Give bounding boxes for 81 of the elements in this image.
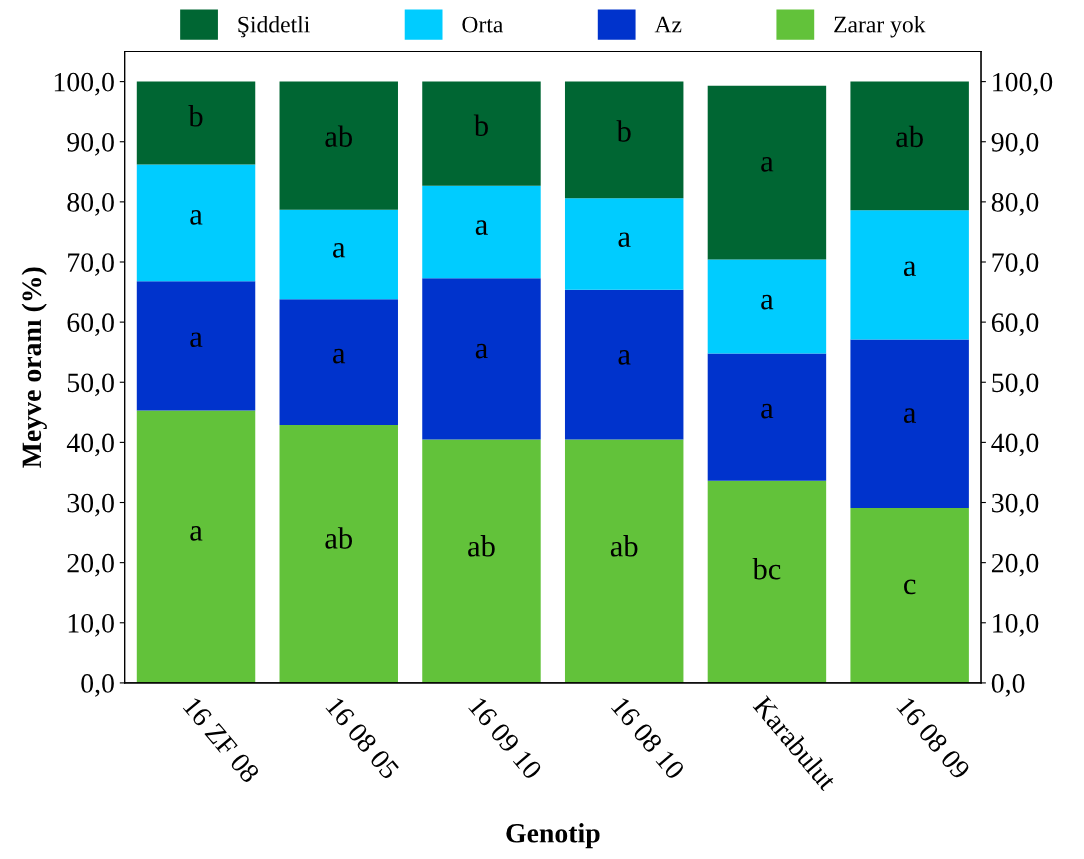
annotation: a: [333, 243, 346, 258]
legend-label: Zarar yok: [834, 15, 926, 38]
y2-tick-label: 100,0: [993, 72, 1053, 96]
bar: [279, 299, 398, 425]
y2-tick-label: 10,0: [993, 613, 1039, 637]
y2-tick-label: 20,0: [991, 553, 1039, 577]
y-axis-title: Meyve oranı (%): [21, 267, 47, 468]
y-tick-label: 80,0: [67, 193, 114, 216]
x-tick-label: 16 08 05: [325, 696, 400, 781]
y-tick-label: 60,0: [67, 313, 114, 337]
y2-tick-label: 0,0: [991, 674, 1025, 697]
annotation: a: [761, 157, 774, 172]
bar: [564, 81, 684, 199]
annotation: ab: [325, 125, 352, 147]
y2-tick-label: 30,0: [992, 493, 1039, 517]
annotation: b: [188, 105, 203, 127]
bar: [850, 507, 969, 683]
y2-tick-label: 60,0: [991, 313, 1039, 337]
bar: [279, 81, 398, 210]
bar: [707, 480, 827, 683]
annotation: a: [761, 294, 774, 310]
bar: [850, 210, 969, 340]
bar: [136, 81, 256, 165]
y-tick-label: 90,0: [67, 132, 114, 156]
annotation: c: [904, 579, 916, 595]
annotation: a: [190, 526, 203, 541]
bar: [136, 410, 256, 683]
bar: [564, 198, 684, 290]
x-tick-label: 16 ZF 08: [182, 696, 261, 784]
annotation: a: [190, 332, 203, 348]
bar: [422, 185, 541, 279]
y-tick-label: 30,0: [67, 493, 114, 517]
annotation: ab: [468, 535, 495, 557]
bar: [279, 424, 398, 683]
y-tick-label: 0,0: [81, 674, 114, 697]
legend-label: Şiddetli: [238, 15, 310, 38]
y2-tick-label: 70,0: [992, 253, 1039, 276]
y2-tick-label: 90,0: [991, 132, 1039, 156]
annotation: a: [903, 408, 917, 423]
bar: [422, 439, 541, 683]
annotation: ab: [610, 535, 638, 557]
y-tick-label: 20,0: [67, 553, 114, 577]
bar: [707, 259, 827, 354]
annotation: a: [618, 350, 631, 365]
x-tick-label: 16 08 09: [896, 696, 971, 781]
annotation: b: [473, 114, 488, 137]
bar: [707, 353, 827, 481]
bar: [136, 281, 256, 411]
x-tick-label: 16 09 10: [468, 696, 543, 781]
bar: [279, 209, 398, 300]
legend-label: Orta: [462, 16, 504, 33]
x-tick-label: 16 08 10: [610, 696, 686, 781]
y-tick-label: 40,0: [66, 433, 114, 457]
bar: [564, 439, 684, 683]
bar: [564, 289, 684, 440]
annotation: a: [475, 220, 488, 235]
annotation: a: [475, 343, 488, 359]
y-tick-label: 100,0: [54, 72, 114, 96]
y-tick-label: 50,0: [67, 373, 114, 397]
annotation: a: [618, 232, 631, 248]
bar: [422, 278, 541, 440]
annotation: a: [333, 348, 346, 364]
y2-tick-label: 40,0: [991, 433, 1039, 457]
annotation: b: [616, 120, 631, 142]
annotation: bc: [752, 557, 781, 580]
x-axis-title: Genotip: [506, 823, 600, 849]
y2-tick-label: 50,0: [992, 373, 1039, 397]
annotation: ab: [325, 527, 352, 549]
y-tick-label: 70,0: [68, 253, 114, 276]
annotation: a: [761, 403, 774, 419]
annotation: a: [903, 261, 917, 277]
bar: [422, 81, 541, 186]
annotation: a: [190, 210, 203, 225]
annotation: ab: [896, 125, 923, 148]
bar: [850, 81, 969, 211]
bar: [850, 339, 969, 508]
y-tick-label: 10,0: [68, 613, 114, 637]
bar: [707, 85, 827, 260]
bar: [136, 164, 256, 282]
y2-tick-label: 80,0: [991, 193, 1039, 216]
legend-label: Az: [654, 16, 682, 33]
